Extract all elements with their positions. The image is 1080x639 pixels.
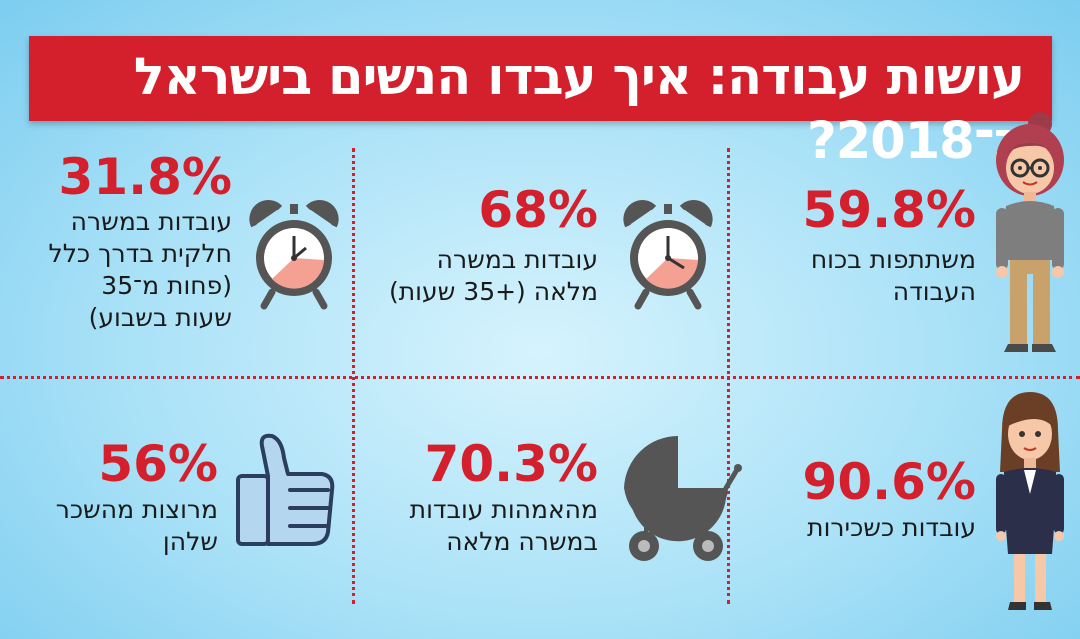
title-banner: עושות עבודה: איך עבדו הנשים בישראל ב־201… bbox=[29, 36, 1052, 171]
stat-label-mothers-full-time: מהאמהות עובדות במשרה מלאה bbox=[409, 495, 598, 556]
stat-label-salary-satisfaction: מרוצות מהשכר שלהן bbox=[55, 495, 218, 556]
businesswoman-icon bbox=[994, 390, 1066, 618]
woman-glasses-icon bbox=[990, 110, 1074, 364]
stat-value-employees: 90.6% bbox=[802, 453, 976, 511]
stat-label-employees: עובדות כשכירות bbox=[807, 513, 976, 542]
vertical-divider-left bbox=[352, 148, 355, 604]
stat-value-salary-satisfaction: 56% bbox=[98, 435, 218, 493]
alarm-clock-icon bbox=[622, 200, 714, 316]
horizontal-divider bbox=[0, 376, 1080, 379]
alarm-clock-icon bbox=[248, 200, 340, 316]
thumbs-up-icon bbox=[232, 432, 336, 552]
stat-label-part-time: עובדות במשרה חלקית בדרך כלל (פחות מ־35 ש… bbox=[48, 207, 232, 332]
page-title: עושות עבודה: איך עבדו הנשים בישראל ב־201… bbox=[133, 48, 1025, 171]
stat-label-labor-participation: משתתפות בכוח העבודה bbox=[810, 245, 976, 306]
stat-value-mothers-full-time: 70.3% bbox=[424, 435, 598, 493]
stat-value-labor-participation: 59.8% bbox=[802, 181, 976, 239]
stat-value-full-time: 68% bbox=[478, 181, 598, 239]
stat-value-part-time: 31.8% bbox=[58, 148, 232, 206]
vertical-divider-right bbox=[727, 148, 730, 604]
stat-label-full-time: עובדות במשרה מלאה (+35 שעות) bbox=[388, 245, 598, 306]
baby-stroller-icon bbox=[616, 432, 744, 568]
